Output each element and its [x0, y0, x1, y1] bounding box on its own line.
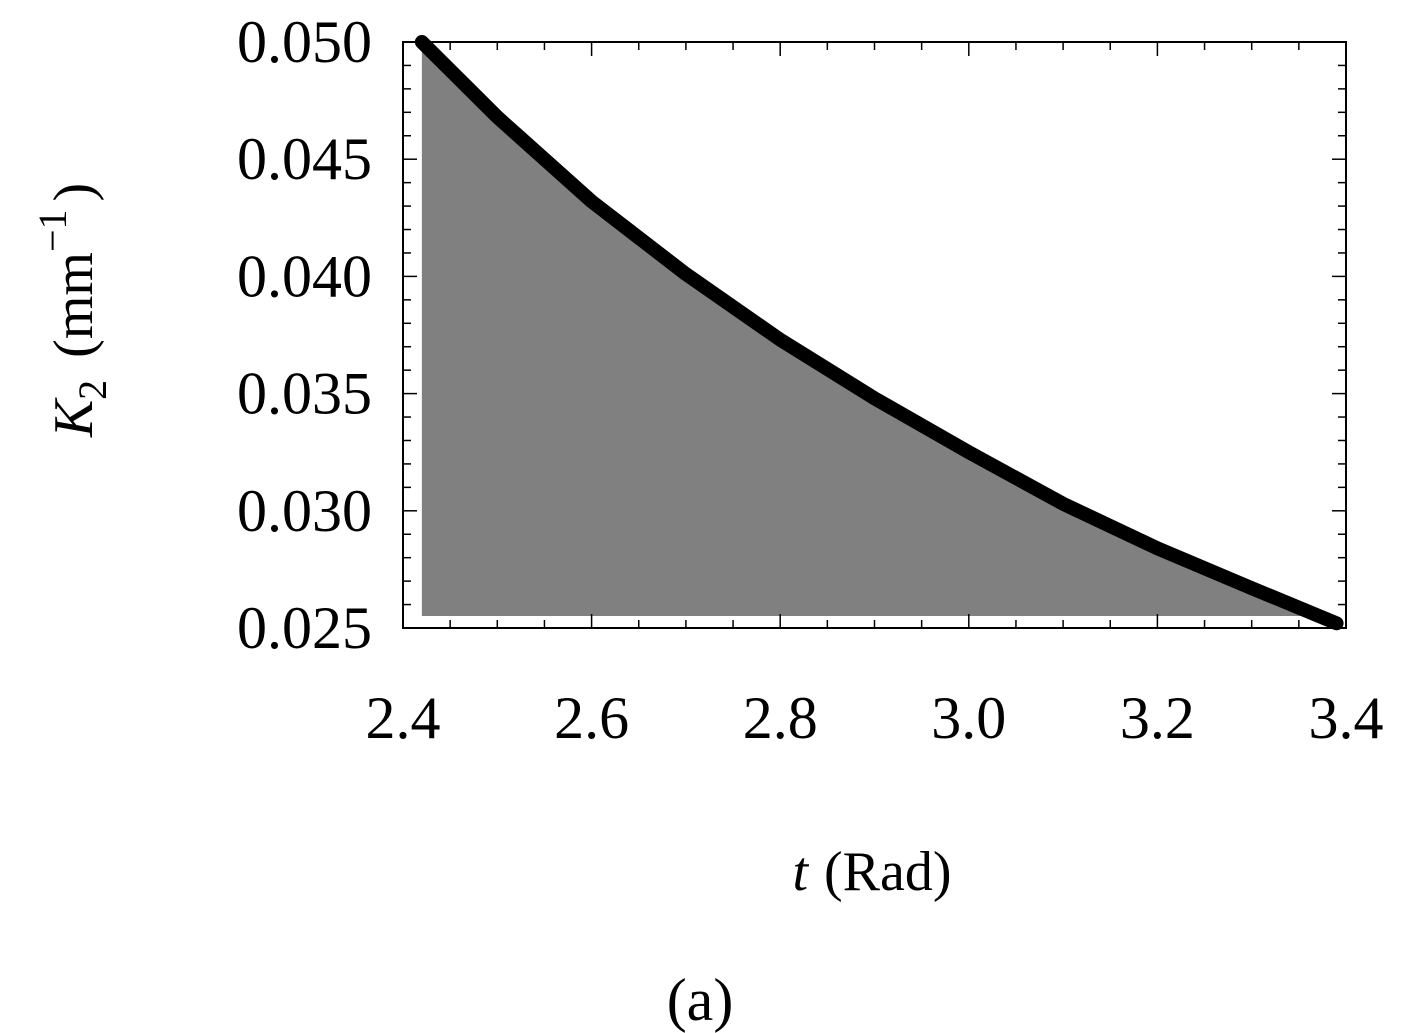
- y-tick-label: 0.030: [237, 478, 372, 544]
- y-axis-subscript: 2: [70, 380, 115, 400]
- y-tick-label: 0.050: [237, 9, 372, 75]
- x-tick-label: 2.8: [743, 685, 818, 751]
- y-axis-superscript: −1: [30, 209, 75, 252]
- x-tick-label: 3.4: [1309, 685, 1384, 751]
- x-axis-unit: (Rad): [824, 841, 952, 903]
- x-axis-label: t (Rad): [792, 841, 951, 903]
- y-axis-symbol: K: [43, 397, 105, 438]
- y-axis-label: K2 (mm−1): [30, 183, 115, 438]
- y-axis-unit-open: (mm: [43, 252, 105, 358]
- y-axis-unit-close: ): [43, 183, 105, 202]
- x-tick-label: 3.0: [931, 685, 1006, 751]
- y-tick-label: 0.025: [237, 595, 372, 661]
- series-line: [414, 35, 1344, 631]
- x-tick-label: 2.4: [366, 685, 441, 751]
- y-tick-label: 0.035: [237, 361, 372, 427]
- x-tick-label: 2.6: [554, 685, 629, 751]
- x-tick-label: 3.2: [1120, 685, 1195, 751]
- area-fill: [421, 42, 1337, 624]
- y-tick-label: 0.040: [237, 243, 372, 309]
- figure-caption: (a): [667, 967, 734, 1033]
- tick-labels: 2.4 2.6 2.8 3.0 3.2 3.4 0.025 0.030 0.035 0.040 0.…: [237, 9, 1384, 751]
- y-tick-label: 0.045: [237, 126, 372, 192]
- x-axis-symbol: t: [792, 841, 809, 903]
- plot-area: [402, 35, 1347, 631]
- axis-ticks: [402, 41, 1347, 629]
